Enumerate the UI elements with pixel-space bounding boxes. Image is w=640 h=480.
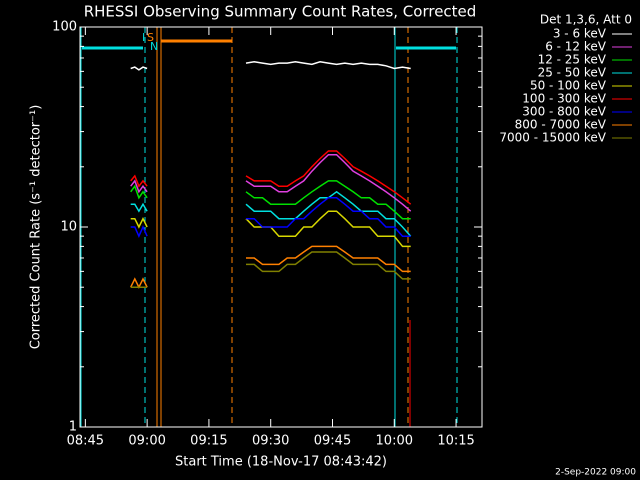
- legend-label: 300 - 800 keV: [522, 105, 606, 119]
- x-tick-label: 09:15: [190, 434, 227, 449]
- legend-label: 25 - 50 keV: [538, 66, 607, 80]
- series-line: [130, 180, 411, 220]
- legend-label: 3 - 6 keV: [553, 27, 607, 41]
- legend-label: 100 - 300 keV: [522, 92, 606, 106]
- annotation: N: [150, 40, 158, 53]
- series-line: [130, 197, 411, 239]
- legend-label: 12 - 25 keV: [538, 53, 607, 67]
- annotation: I: [142, 31, 145, 44]
- x-tick-label: 10:00: [376, 434, 413, 449]
- series-line: [130, 61, 411, 71]
- legend-label: 800 - 7000 keV: [515, 118, 607, 132]
- x-tick-label: 09:45: [314, 434, 351, 449]
- chart-title: RHESSI Observing Summary Count Rates, Co…: [84, 3, 477, 21]
- x-axis-label: Start Time (18-Nov-17 08:43:42): [175, 455, 387, 470]
- legend-label: 7000 - 15000 keV: [499, 131, 606, 145]
- x-tick-label: 09:30: [252, 434, 289, 449]
- series-line: [130, 245, 411, 289]
- y-tick-label: 10: [60, 220, 77, 235]
- x-tick-label: 09:00: [128, 434, 165, 449]
- y-tick-label: 100: [52, 20, 77, 35]
- observing-flags: I S N: [80, 27, 458, 427]
- legend-label: 6 - 12 keV: [545, 40, 607, 54]
- series-line: [130, 210, 411, 248]
- series-line: [130, 153, 412, 212]
- footer: 2-Sep-2022 09:00: [555, 468, 636, 478]
- y-axis-label: Corrected Count Rate (s⁻¹ detector⁻¹): [29, 105, 44, 350]
- series-line: [130, 251, 411, 288]
- x-tick-label: 08:45: [67, 434, 104, 449]
- series-line: [130, 150, 412, 205]
- y-tick-label: 1: [69, 420, 77, 435]
- annotation: S: [147, 31, 154, 44]
- x-tick-label: 10:15: [437, 434, 474, 449]
- legend-label: 50 - 100 keV: [530, 79, 607, 93]
- legend-title: Det 1,3,6, Att 0: [540, 13, 632, 27]
